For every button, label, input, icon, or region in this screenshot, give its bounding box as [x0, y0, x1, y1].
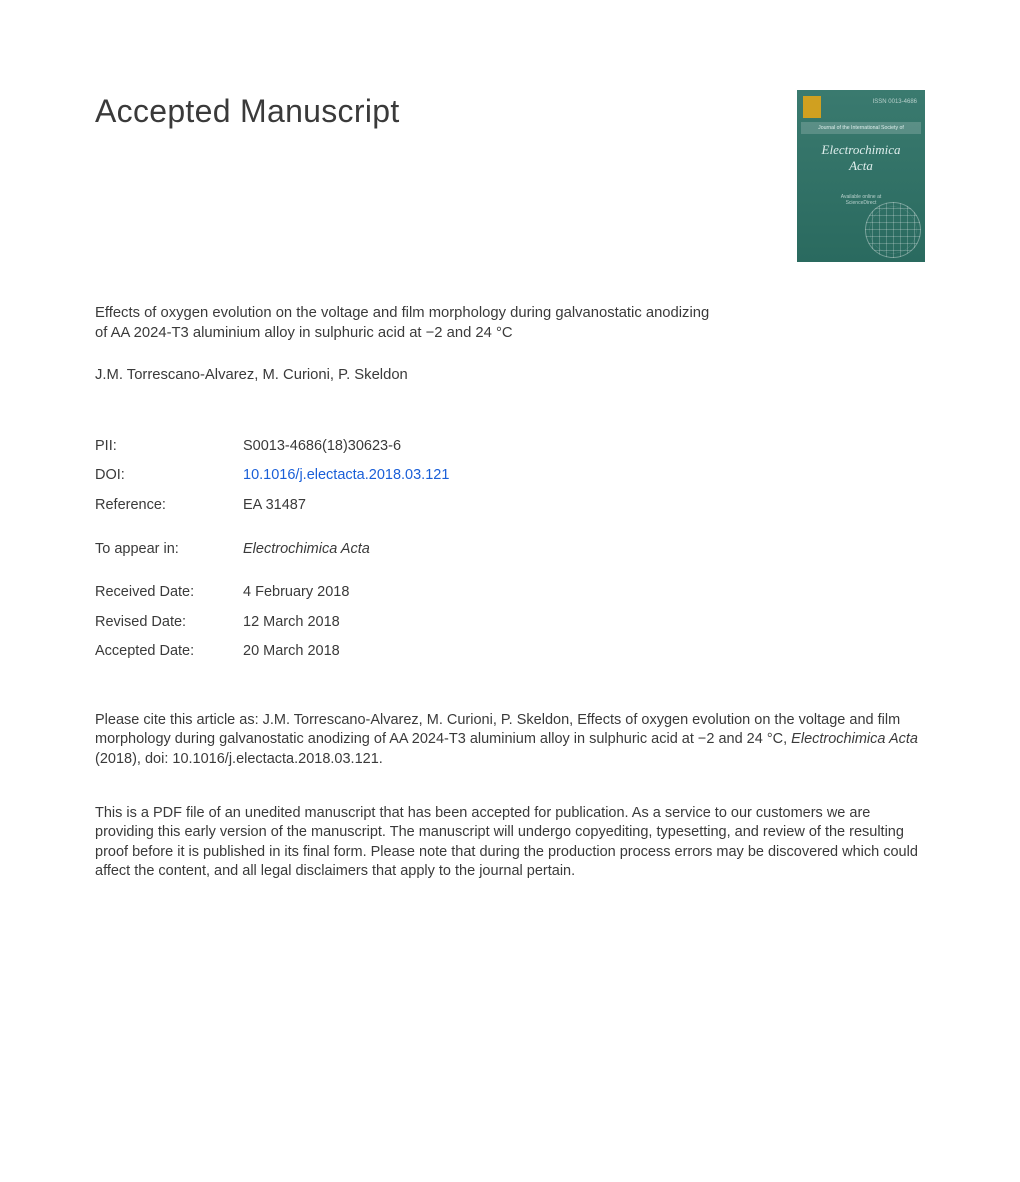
journal-cover-thumbnail: ISSN 0013-4686 Journal of the Internatio… [797, 90, 925, 262]
cover-title-line-2: Acta [849, 158, 873, 173]
cover-society-band: Journal of the International Society of … [801, 122, 921, 134]
meta-value-received: 4 February 2018 [243, 578, 449, 608]
meta-label: Revised Date: [95, 608, 243, 638]
meta-label: Reference: [95, 491, 243, 521]
meta-value-revised: 12 March 2018 [243, 608, 449, 638]
meta-row-doi: DOI: 10.1016/j.electacta.2018.03.121 [95, 461, 449, 491]
meta-value-pii: S0013-4686(18)30623-6 [243, 432, 449, 462]
metadata-table: PII: S0013-4686(18)30623-6 DOI: 10.1016/… [95, 432, 449, 667]
meta-value-accepted: 20 March 2018 [243, 637, 449, 667]
header-row: Accepted Manuscript ISSN 0013-4686 Journ… [95, 90, 925, 262]
globe-icon [865, 202, 921, 258]
publisher-logo-box [803, 96, 821, 118]
cover-mid-2: ScienceDirect [846, 200, 877, 206]
disclaimer-text: This is a PDF file of an unedited manusc… [95, 804, 925, 882]
authors: J.M. Torrescano-Alvarez, M. Curioni, P. … [95, 366, 925, 386]
cover-issn: ISSN 0013-4686 [873, 98, 917, 106]
citation-suffix: (2018), doi: 10.1016/j.electacta.2018.03… [95, 751, 383, 767]
citation-journal: Electrochimica Acta [791, 731, 918, 747]
meta-value-appear: Electrochimica Acta [243, 541, 370, 557]
cover-title-line-1: Electrochimica [822, 142, 901, 157]
meta-row-appear: To appear in: Electrochimica Acta [95, 535, 449, 565]
meta-row-pii: PII: S0013-4686(18)30623-6 [95, 432, 449, 462]
meta-label: Received Date: [95, 578, 243, 608]
meta-row-accepted: Accepted Date: 20 March 2018 [95, 637, 449, 667]
meta-label: To appear in: [95, 535, 243, 565]
cover-journal-title: Electrochimica Acta [797, 142, 925, 175]
meta-row-received: Received Date: 4 February 2018 [95, 578, 449, 608]
meta-row-revised: Revised Date: 12 March 2018 [95, 608, 449, 638]
meta-label: DOI: [95, 461, 243, 491]
citation-prefix: Please cite this article as: J.M. Torres… [95, 712, 900, 748]
meta-label: Accepted Date: [95, 637, 243, 667]
doi-link[interactable]: 10.1016/j.electacta.2018.03.121 [243, 467, 449, 483]
article-title: Effects of oxygen evolution on the volta… [95, 304, 725, 344]
citation-block: Please cite this article as: J.M. Torres… [95, 711, 925, 770]
meta-label: PII: [95, 432, 243, 462]
meta-row-reference: Reference: EA 31487 [95, 491, 449, 521]
meta-value-reference: EA 31487 [243, 491, 449, 521]
page-title: Accepted Manuscript [95, 90, 400, 133]
